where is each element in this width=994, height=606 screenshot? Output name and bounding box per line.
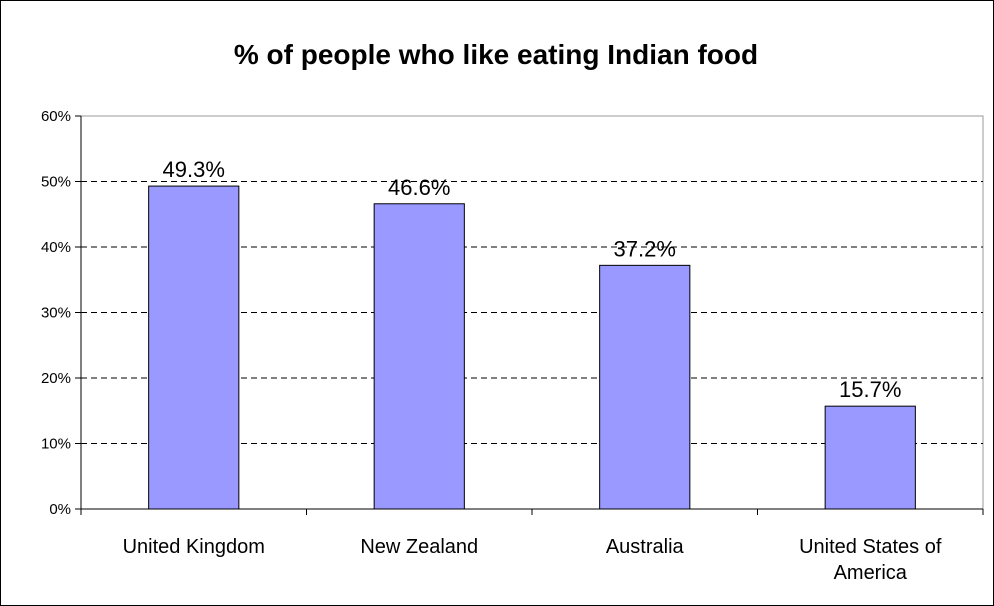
data-label: 15.7% <box>839 377 901 402</box>
bar <box>148 185 240 510</box>
plot-area: 0% 10% 20% 30% 40% 50% 60% 49.3% United Kingdom 4… <box>41 108 984 584</box>
y-tick-label: 10% <box>41 436 71 453</box>
y-tick-label: 50% <box>41 174 71 191</box>
bar <box>599 264 691 510</box>
x-tick-label: United Kingdom <box>123 536 265 558</box>
x-tick-label: New Zealand <box>360 536 478 558</box>
y-tick-label: 0% <box>49 501 71 518</box>
bar <box>373 203 465 510</box>
data-label: 49.3% <box>163 157 225 182</box>
chart-title: % of people who like eating Indian food <box>234 39 758 70</box>
x-tick-label: Australia <box>606 536 685 558</box>
data-label: 37.2% <box>614 236 676 261</box>
x-tick-label: America <box>834 562 908 584</box>
y-tick-label: 40% <box>41 239 71 256</box>
y-tick-label: 30% <box>41 305 71 322</box>
bar <box>824 405 916 510</box>
y-tick-label: 60% <box>41 108 71 125</box>
data-label: 46.6% <box>388 175 450 200</box>
y-tick-label: 20% <box>41 370 71 387</box>
x-tick-label: United States of <box>799 536 942 558</box>
